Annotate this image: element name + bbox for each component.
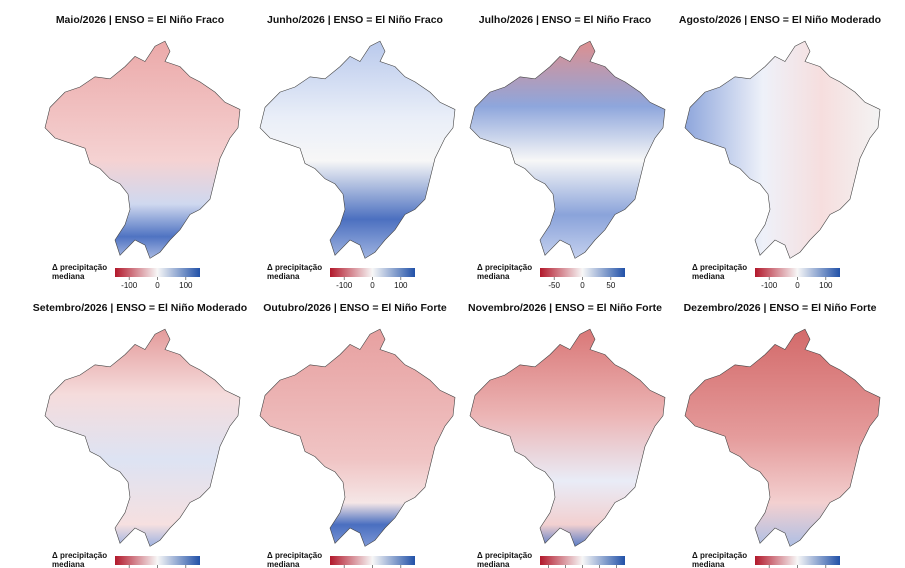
colorbar-tick-label: 0 (795, 281, 800, 290)
legend-label: mediana (692, 272, 725, 281)
colorbar (755, 268, 840, 277)
legend-label: mediana (267, 272, 300, 281)
brazil-map (44, 40, 241, 259)
legend-label: Δ precipitação (52, 263, 107, 272)
colorbar-tick-label: -100 (761, 281, 778, 290)
legend-label: mediana (477, 560, 510, 568)
colorbar-tick-label: 50 (606, 281, 615, 290)
legend-label: Δ precipitação (692, 263, 747, 272)
colorbar (330, 268, 415, 277)
map-panel: Setembro/2026 | ENSO = El Niño Moderado Δ… (33, 302, 247, 568)
map-panel: Agosto/2026 | ENSO = El Niño Moderado Δ p… (679, 14, 881, 290)
legend-label: Δ precipitação (692, 551, 747, 560)
brazil-map (469, 328, 666, 547)
colorbar-tick-label: 0 (370, 281, 375, 290)
panel-title: Junho/2026 | ENSO = El Niño Fraco (267, 14, 443, 26)
panel-title: Novembro/2026 | ENSO = El Niño Forte (468, 302, 662, 314)
legend-label: Δ precipitação (477, 551, 532, 560)
legend-label: Δ precipitação (52, 551, 107, 560)
colorbar-tick-label: 100 (819, 281, 833, 290)
legend-label: mediana (267, 560, 300, 568)
colorbar-tick-label: 100 (179, 281, 193, 290)
panel-title: Setembro/2026 | ENSO = El Niño Moderado (33, 302, 247, 314)
colorbar-tick-label: -100 (121, 281, 138, 290)
map-panel: Novembro/2026 | ENSO = El Niño Forte Δ pr… (468, 302, 666, 568)
brazil-map (684, 328, 881, 547)
panel-title: Outubro/2026 | ENSO = El Niño Forte (263, 302, 447, 314)
legend-label: mediana (477, 272, 510, 281)
map-panel: Outubro/2026 | ENSO = El Niño Forte Δ pre… (259, 302, 456, 568)
map-panel: Julho/2026 | ENSO = El Niño Fraco Δ preci… (469, 14, 666, 290)
colorbar-tick-label: -50 (548, 281, 560, 290)
map-panel: Junho/2026 | ENSO = El Niño Fraco Δ preci… (259, 14, 456, 290)
legend-label: Δ precipitação (267, 263, 322, 272)
map-panel: Maio/2026 | ENSO = El Niño Fraco Δ precip… (44, 14, 241, 290)
panel-title: Maio/2026 | ENSO = El Niño Fraco (56, 14, 224, 26)
colorbar (115, 268, 200, 277)
brazil-map (259, 328, 456, 547)
legend-label: mediana (692, 560, 725, 568)
panel-title: Julho/2026 | ENSO = El Niño Fraco (479, 14, 651, 26)
brazil-map (684, 40, 881, 259)
legend-label: mediana (52, 272, 85, 281)
legend-label: Δ precipitação (477, 263, 532, 272)
colorbar-tick-label: 0 (155, 281, 160, 290)
colorbar (330, 556, 415, 565)
brazil-map (469, 40, 666, 259)
map-panel: Dezembro/2026 | ENSO = El Niño Forte Δ pr… (684, 302, 881, 568)
brazil-map (44, 328, 241, 547)
colorbar (540, 556, 625, 565)
colorbar (540, 268, 625, 277)
colorbar (115, 556, 200, 565)
colorbar (755, 556, 840, 565)
panel-title: Dezembro/2026 | ENSO = El Niño Forte (684, 302, 877, 314)
legend-label: Δ precipitação (267, 551, 322, 560)
colorbar-tick-label: 0 (580, 281, 585, 290)
brazil-map (259, 40, 456, 259)
colorbar-tick-label: 100 (394, 281, 408, 290)
legend-label: mediana (52, 560, 85, 568)
panel-title: Agosto/2026 | ENSO = El Niño Moderado (679, 14, 881, 26)
colorbar-tick-label: -100 (336, 281, 353, 290)
